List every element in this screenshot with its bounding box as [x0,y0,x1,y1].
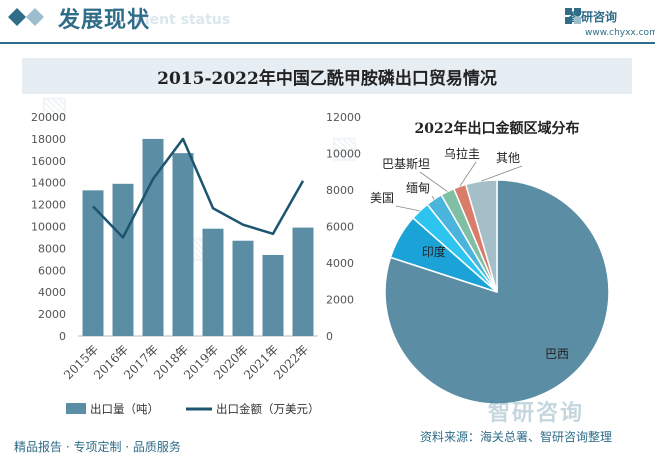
pie-slice-label: 巴基斯坦 [382,157,430,171]
header-subtitle-en: ment status [135,12,231,28]
left-axis-tick-label: 4000 [38,286,66,299]
chart-title: 2015-2022年中国乙酰甲胺磷出口贸易情况 [157,68,497,89]
bar-export-volume [172,153,194,336]
left-axis-tick-label: 16000 [31,155,66,168]
watermark-decoration: ▧ [40,90,69,125]
bar-export-volume [292,227,314,336]
line-export-value [92,137,305,239]
pie-slice-label: 美国 [370,191,394,205]
right-axis-tick-label: 8000 [326,184,354,197]
left-axis-tick-label: 12000 [31,199,66,212]
watermark-decoration: ▧ [330,130,359,165]
pie-leader-line [459,161,477,187]
footer-tagline: 精品报告 · 专项定制 · 品质服务 [14,440,181,454]
bar-export-volume [262,254,284,336]
right-axis-tick-label: 2000 [326,294,354,307]
left-axis-tick-label: 2000 [38,308,66,321]
right-axis-tick-label: 6000 [326,221,354,234]
pie-slice-label: 其他 [496,151,520,165]
left-axis-tick-label: 0 [59,330,66,343]
pie-leader-line [395,205,420,212]
pie-slice-label: 巴西 [545,347,569,361]
pie-leader-line [431,195,435,200]
pie-slice-label: 印度 [422,244,446,259]
left-axis-tick-label: 10000 [31,221,66,234]
pie-slice-label: 乌拉圭 [444,146,480,161]
legend-label-line: 出口金额（万美元） [216,402,320,416]
header-diamond-icon [8,8,44,26]
pie-leader-line [419,171,448,192]
header-divider [0,42,655,44]
bar-export-volume [82,190,104,336]
header: ment status 发展现状 智研咨询 www.chyxx.com [0,0,655,44]
watermark-text: 智研咨询 [488,401,585,426]
site-url: www.chyxx.com [585,28,655,38]
right-axis-tick-label: 10000 [326,148,361,161]
bar-export-volume [232,240,254,336]
logo-icon [565,8,581,24]
left-axis-tick-label: 18000 [31,133,66,146]
left-axis-tick-label: 20000 [31,111,66,124]
right-axis-tick-label: 0 [326,330,333,343]
source-note: 资料来源：海关总署、智研咨询整理 [420,430,613,444]
legend-swatch-bar [66,403,86,414]
chart-title-bar: 2015-2022年中国乙酰甲胺磷出口贸易情况 [22,58,632,94]
pie-leader-line [481,165,523,182]
bar-export-volume [202,228,224,336]
left-axis-tick-label: 6000 [38,264,66,277]
right-axis-tick-label: 4000 [326,257,354,270]
left-axis-tick-label: 8000 [38,242,66,255]
page-title: 发展现状 [58,8,151,33]
bar-export-volume [112,183,134,336]
logo-text: 智研咨询 [569,10,618,24]
pie-slice-label: 缅甸 [406,181,430,195]
brand-logo: 智研咨询 [565,8,617,25]
left-axis-tick-label: 14000 [31,177,66,190]
legend-label-bar: 出口量（吨） [90,402,159,416]
right-axis-tick-label: 12000 [326,111,361,124]
pie-title: 2022年出口金额区域分布 [415,120,580,137]
